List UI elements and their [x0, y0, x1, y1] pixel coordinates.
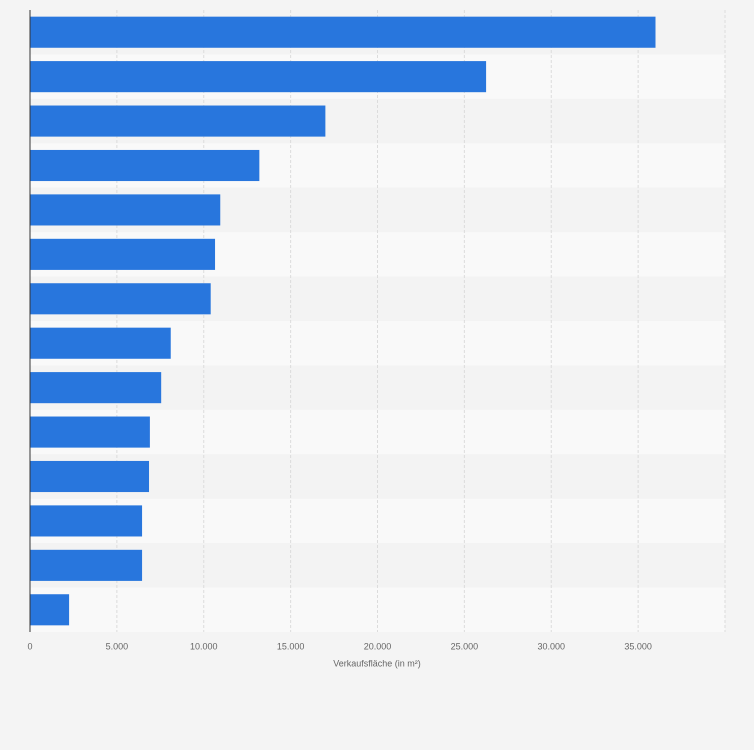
x-tick-label: 10.000	[190, 641, 218, 651]
x-tick-label: 30.000	[537, 641, 565, 651]
bar	[30, 416, 150, 448]
bars	[30, 16, 656, 626]
x-tick-label: 20.000	[364, 641, 392, 651]
bar	[30, 61, 487, 93]
x-axis-label: Verkaufsfläche (in m²)	[333, 658, 421, 668]
bar	[30, 16, 656, 48]
x-tick-label: 0	[27, 641, 32, 651]
bar	[30, 149, 260, 182]
bar	[30, 283, 211, 315]
x-tick-label: 35.000	[624, 641, 652, 651]
bar	[30, 594, 70, 626]
bar	[30, 549, 143, 581]
bar	[30, 460, 150, 493]
bar	[30, 505, 143, 537]
bar	[30, 372, 162, 404]
row-band	[30, 587, 725, 632]
bar	[30, 194, 221, 226]
bar	[30, 327, 171, 359]
x-tick-label: 15.000	[277, 641, 305, 651]
bar	[30, 105, 326, 137]
x-tick-label: 25.000	[451, 641, 479, 651]
x-tick-label: 5.000	[106, 641, 129, 651]
bar	[30, 238, 216, 270]
